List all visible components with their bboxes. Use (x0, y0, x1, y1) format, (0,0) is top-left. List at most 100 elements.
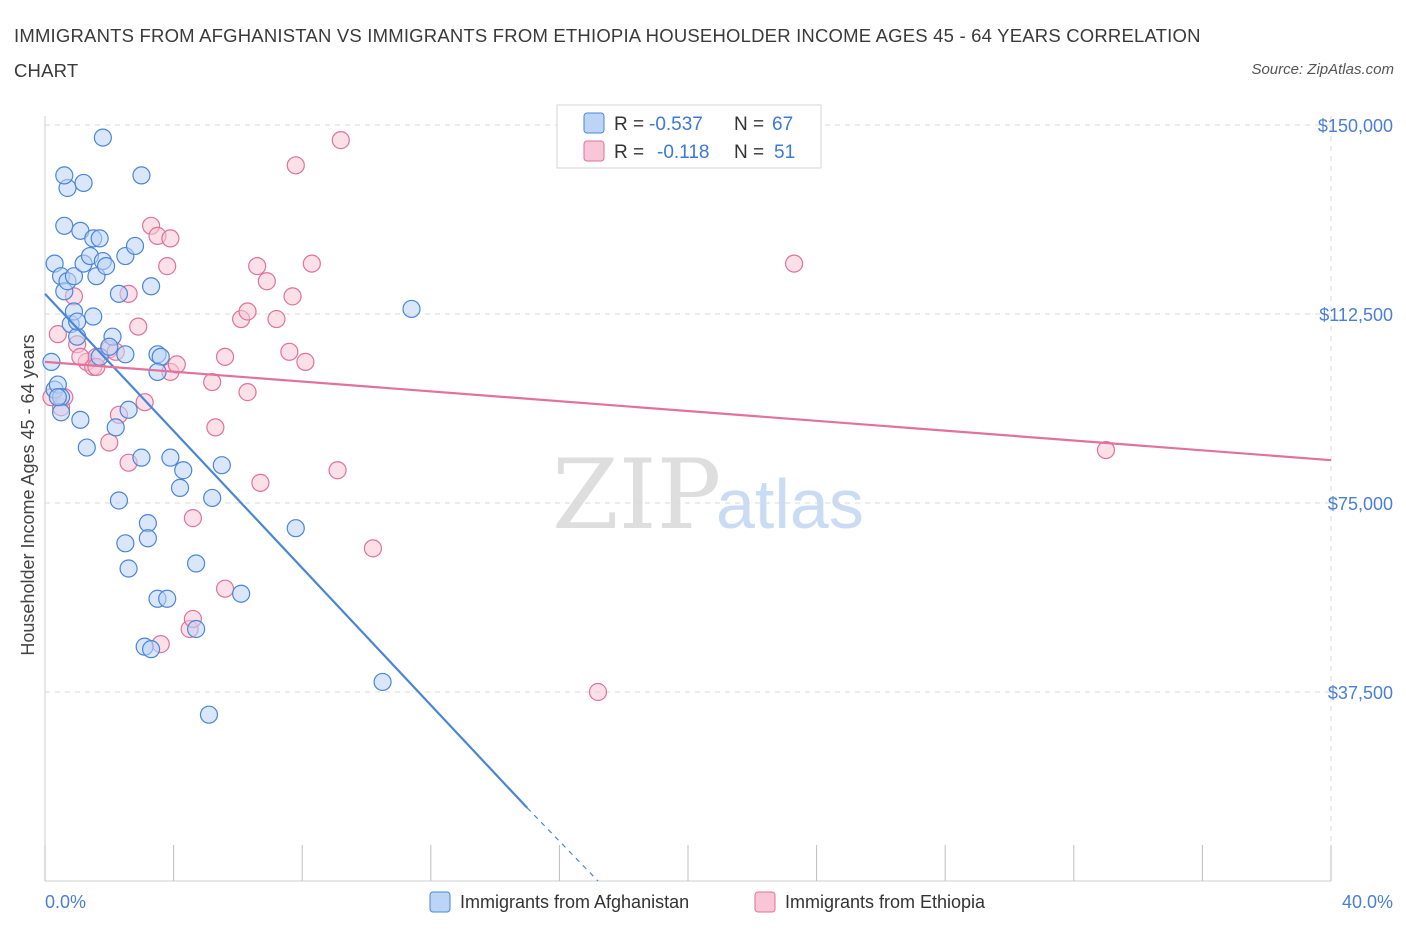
ethiopia-point (48, 325, 67, 344)
afghanistan-point (68, 327, 87, 346)
legend-n-value-ethiopia: 51 (774, 142, 795, 163)
ethiopia-point (328, 461, 347, 480)
afghanistan-point (84, 307, 103, 326)
bottom-legend-label-ethiopia: Immigrants from Ethiopia (785, 892, 986, 912)
ethiopia-point (135, 393, 154, 412)
ethiopia-point (129, 317, 148, 336)
afghanistan-point (109, 284, 129, 303)
y-axis-label: Householder Income Ages 45 - 64 years (18, 334, 38, 655)
afghanistan-point (203, 488, 222, 508)
y-tick-label-2: $75,000 (1328, 494, 1393, 514)
afghanistan-point (138, 514, 157, 533)
afghanistan-point (125, 236, 145, 256)
correlation-legend: R = -0.537 N = 67 R = -0.118 N = 51 (556, 104, 822, 169)
afghanistan-point (71, 410, 90, 429)
afghanistan-point (77, 438, 96, 457)
afghanistan-point (161, 448, 180, 467)
afghanistan-trend-extension (526, 807, 599, 882)
x-tick-max: 40.0% (1342, 892, 1393, 912)
ethiopia-point (1096, 440, 1116, 460)
ethiopia-point (183, 509, 202, 528)
ethiopia-trend-line (44, 360, 1332, 462)
bottom-legend-label-afghanistan: Immigrants from Afghanistan (460, 892, 689, 912)
series-afghanistan (42, 128, 421, 724)
afghanistan-point (170, 478, 190, 497)
bottom-legend-swatch-afghanistan (429, 891, 451, 913)
afghanistan-point (158, 589, 177, 608)
afghanistan-point (132, 448, 151, 467)
ethiopia-point (267, 309, 286, 329)
ethiopia-point (286, 156, 305, 175)
afghanistan-trend-line (44, 293, 529, 809)
afghanistan-point (96, 257, 116, 276)
series-ethiopia (42, 131, 1116, 702)
ethiopia-point (215, 347, 235, 366)
ethiopia-point (283, 287, 302, 306)
afghanistan-point (64, 267, 84, 286)
ethiopia-point (203, 372, 222, 392)
afghanistan-point (199, 705, 219, 724)
afghanistan-point (151, 347, 170, 366)
afghanistan-point (119, 559, 138, 578)
legend-r-label-2: R = (614, 142, 644, 163)
afghanistan-point (187, 619, 206, 639)
legend-n-label-2: N = (734, 142, 764, 163)
axes (44, 116, 1332, 882)
afghanistan-point (90, 229, 109, 248)
watermark-zip: ZIP (552, 439, 721, 551)
afghanistan-point (402, 299, 421, 319)
watermark-atlas: atlas (716, 465, 864, 543)
ethiopia-point (161, 229, 180, 248)
legend-n-value-afghanistan: 67 (772, 114, 793, 135)
ethiopia-point (248, 257, 267, 276)
ethiopia-point (784, 254, 804, 273)
legend-swatch-ethiopia (583, 140, 605, 162)
afghanistan-point (212, 456, 231, 475)
chart-title: IMMIGRANTS FROM AFGHANISTAN VS IMMIGRANT… (14, 25, 1201, 81)
x-tick-min: 0.0% (45, 892, 86, 912)
afghanistan-point (138, 529, 157, 548)
ethiopia-point (158, 257, 177, 276)
afghanistan-point (174, 461, 193, 480)
afghanistan-point (100, 337, 119, 356)
ethiopia-point (331, 131, 350, 150)
afghanistan-point (106, 418, 125, 437)
series-legend: Immigrants from Afghanistan Immigrants f… (429, 891, 986, 913)
legend-r-value-ethiopia: -0.118 (657, 142, 709, 163)
trend-lines (44, 293, 1332, 882)
afghanistan-point (116, 345, 135, 364)
ethiopia-point (251, 473, 270, 492)
afghanistan-point (187, 554, 206, 573)
legend-r-label-1: R = (614, 114, 644, 135)
y-tick-label-1: $112,500 (1319, 305, 1393, 325)
ethiopia-point (238, 383, 257, 402)
afghanistan-point (55, 166, 74, 185)
afghanistan-point (55, 216, 74, 235)
afghanistan-point (93, 128, 112, 147)
legend-n-label-1: N = (734, 114, 764, 135)
ethiopia-point (280, 342, 299, 361)
ethiopia-point (296, 352, 315, 371)
ethiopia-point (100, 433, 119, 452)
afghanistan-point (109, 491, 129, 510)
ethiopia-point (215, 579, 235, 598)
y-tick-label-0: $150,000 (1318, 116, 1393, 136)
ethiopia-point (588, 682, 608, 702)
afghanistan-point (119, 400, 138, 419)
ethiopia-point (71, 347, 90, 366)
bottom-legend-swatch-ethiopia (754, 891, 776, 913)
afghanistan-point (232, 584, 251, 603)
ethiopia-point (363, 539, 383, 558)
legend-r-value-afghanistan: -0.537 (649, 114, 703, 135)
afghanistan-point (51, 403, 71, 422)
afghanistan-point (68, 312, 87, 331)
afghanistan-point (74, 173, 93, 193)
y-tick-label-3: $37,500 (1328, 683, 1393, 703)
ethiopia-point (238, 302, 257, 321)
ethiopia-point (302, 254, 321, 273)
afghanistan-point (141, 640, 161, 659)
afghanistan-point (48, 388, 67, 407)
afghanistan-point (286, 519, 305, 538)
source-label: Source: ZipAtlas.com (1251, 61, 1394, 78)
